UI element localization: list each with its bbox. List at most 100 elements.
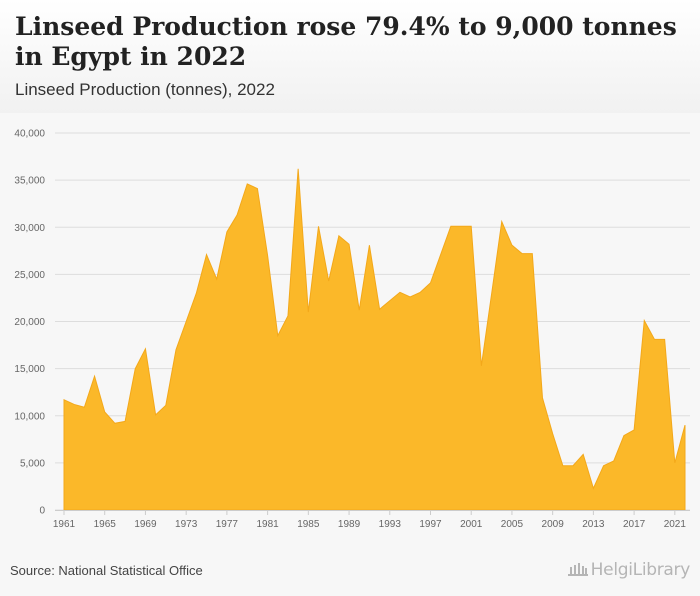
data-point-2021[interactable] [672,460,678,466]
area-chart: 0 5,000 10,000 15,000 20,000 25,000 30,000 35,0… [14,129,690,530]
y-tick-label: 0 [39,506,45,517]
data-point-1971[interactable] [163,402,169,408]
data-area-layer [61,166,688,511]
y-tick-label: 15,000 [14,364,45,375]
data-point-1984[interactable] [295,166,301,172]
data-point-1988[interactable] [336,233,342,239]
chart-header: Linseed Production rose 79.4% to 9,000 t… [0,0,700,113]
y-tick-label: 20,000 [14,317,45,328]
axis-layer: 0 5,000 10,000 15,000 20,000 25,000 30,000 35,0… [14,129,690,530]
data-point-2007[interactable] [529,251,535,257]
data-point-1968[interactable] [132,366,138,372]
data-point-2016[interactable] [621,433,627,439]
data-point-2012[interactable] [580,451,586,457]
data-point-2017[interactable] [631,427,637,433]
data-point-1965[interactable] [102,409,108,415]
chart-subtitle: Linseed Production (tonnes), 2022 [15,80,275,99]
y-tick-label: 40,000 [14,129,45,140]
data-point-2018[interactable] [641,318,647,324]
data-point-1980[interactable] [254,186,260,192]
data-point-1977[interactable] [224,229,230,235]
data-point-1969[interactable] [142,346,148,352]
data-point-1985[interactable] [305,309,311,315]
data-point-2014[interactable] [601,463,607,469]
chart-title: Linseed Production rose 79.4% to 9,000 t… [15,12,677,71]
x-tick-label: 2009 [542,519,565,530]
data-point-1967[interactable] [122,418,128,424]
data-point-1991[interactable] [366,242,372,248]
data-point-2009[interactable] [550,431,556,437]
helgi-library-logo[interactable]: HelgiLibrary [567,560,690,580]
data-point-1964[interactable] [92,373,98,379]
data-point-2001[interactable] [468,223,474,229]
data-point-1962[interactable] [71,401,77,407]
data-point-1976[interactable] [214,276,220,282]
x-tick-label: 1973 [175,519,198,530]
data-point-2019[interactable] [651,336,657,342]
data-point-1972[interactable] [173,347,179,353]
y-tick-label: 10,000 [14,411,45,422]
logo-text: HelgiLibrary [590,560,691,580]
data-point-2004[interactable] [499,219,505,225]
x-tick-label: 1961 [53,519,76,530]
data-point-1963[interactable] [81,404,87,410]
x-tick-label: 1993 [379,519,402,530]
data-point-1992[interactable] [377,306,383,312]
data-point-2010[interactable] [560,463,566,469]
data-point-1989[interactable] [346,241,352,247]
data-point-2011[interactable] [570,463,576,469]
x-tick-label: 1985 [297,519,320,530]
x-tick-label: 1997 [419,519,442,530]
data-point-1998[interactable] [438,252,444,258]
x-tick-label: 1965 [94,519,117,530]
data-point-1995[interactable] [407,294,413,300]
x-tick-label: 2001 [460,519,483,530]
x-tick-label: 2013 [582,519,605,530]
x-tick-label: 1977 [216,519,239,530]
data-point-2002[interactable] [478,363,484,369]
data-point-1997[interactable] [427,280,433,286]
data-point-1961[interactable] [61,397,67,403]
y-tick-label: 35,000 [14,176,45,187]
x-tick-label: 2017 [623,519,646,530]
y-tick-label: 25,000 [14,270,45,281]
data-point-1994[interactable] [397,289,403,295]
y-tick-label: 5,000 [20,458,45,469]
data-point-1982[interactable] [275,333,281,339]
data-point-1974[interactable] [193,290,199,296]
data-point-1987[interactable] [326,278,332,284]
data-point-1983[interactable] [285,313,291,319]
data-point-1981[interactable] [265,253,271,259]
data-point-1993[interactable] [387,298,393,304]
chart-area: 0 5,000 10,000 15,000 20,000 25,000 30,000 35,0… [0,113,700,543]
data-point-2013[interactable] [590,485,596,491]
data-point-1970[interactable] [153,412,159,418]
data-point-1996[interactable] [417,289,423,295]
data-point-2020[interactable] [662,336,668,342]
library-building-icon [567,563,588,576]
data-point-1975[interactable] [204,252,210,258]
x-tick-label: 1981 [256,519,279,530]
data-point-2000[interactable] [458,223,464,229]
data-point-1990[interactable] [356,307,362,313]
source-note: Source: National Statistical Office [10,563,203,578]
production-area [63,168,686,511]
data-point-2003[interactable] [489,291,495,297]
chart-footer: Source: National Statistical Office Helg… [0,543,700,596]
data-point-1973[interactable] [183,319,189,325]
data-point-2022[interactable] [682,422,688,428]
data-point-1979[interactable] [244,181,250,187]
data-point-2008[interactable] [539,395,545,401]
x-tick-label: 2005 [501,519,524,530]
data-point-1966[interactable] [112,420,118,426]
data-point-1978[interactable] [234,212,240,218]
data-point-2005[interactable] [509,242,515,248]
x-tick-label: 2021 [664,519,687,530]
y-tick-label: 30,000 [14,223,45,234]
x-tick-label: 1969 [134,519,157,530]
data-point-1999[interactable] [448,223,454,229]
data-point-1986[interactable] [316,223,322,229]
x-tick-label: 1989 [338,519,361,530]
data-point-2015[interactable] [611,458,617,464]
data-point-2006[interactable] [519,251,525,257]
